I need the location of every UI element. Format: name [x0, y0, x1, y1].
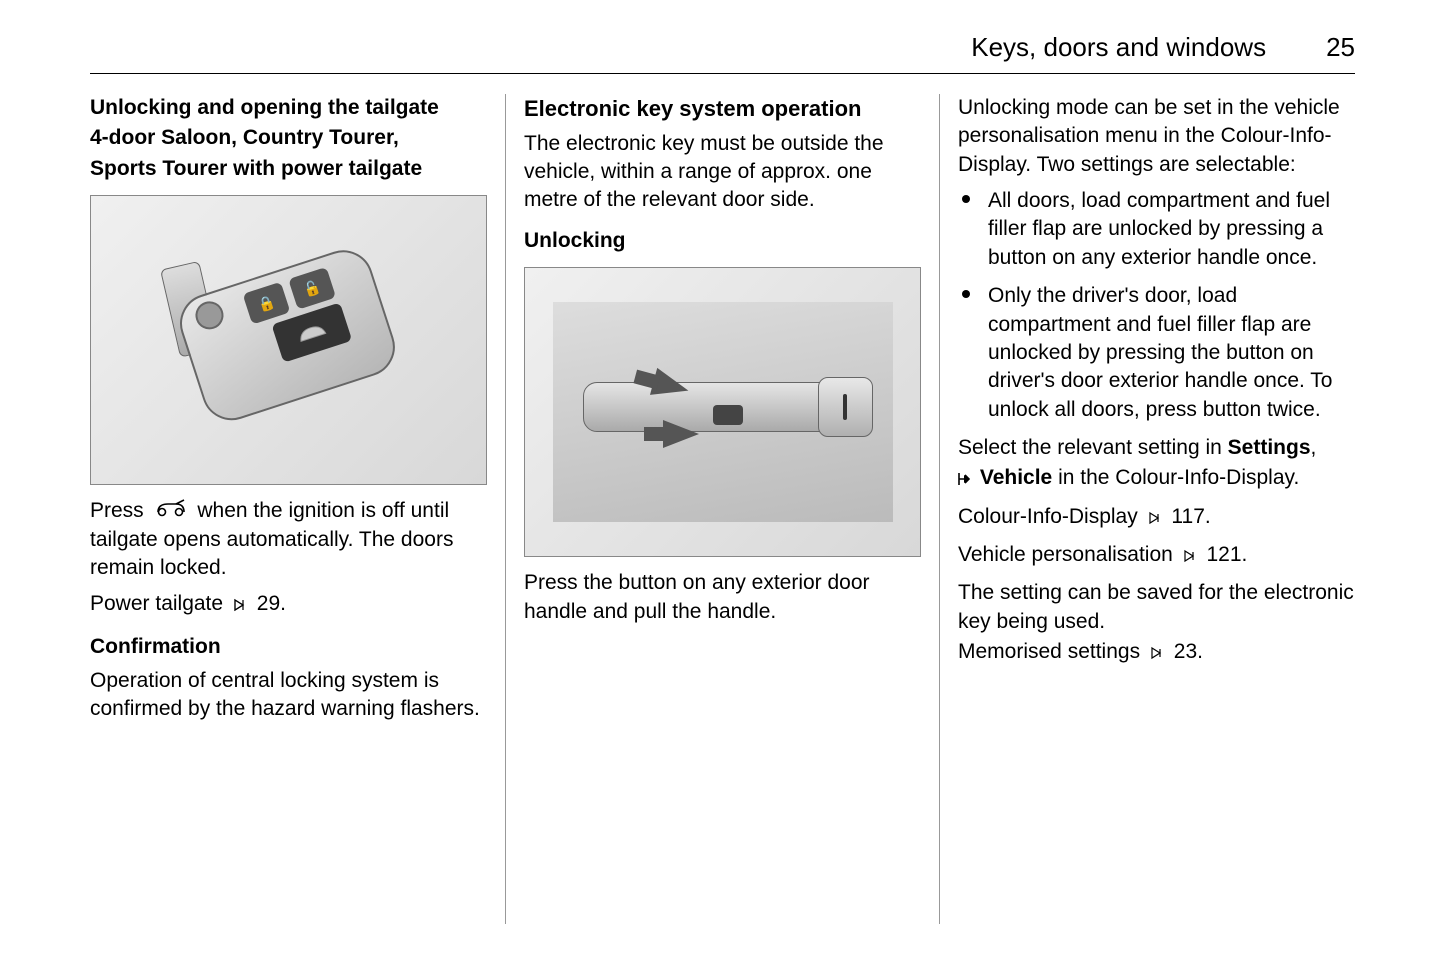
figure-door-handle: [524, 267, 921, 557]
column-1: Unlocking and opening the tailgate 4-doo…: [90, 94, 505, 924]
page-header: Keys, doors and windows 25: [90, 30, 1355, 74]
figure-key-fob: 🔒 🔓: [90, 195, 487, 485]
col3-p2: Select the relevant setting in Settings,: [958, 434, 1355, 462]
col2-h2: Unlocking: [524, 227, 921, 255]
col2-p1: The electronic key must be outside the v…: [524, 130, 921, 215]
page-ref-icon: [1183, 543, 1197, 571]
chapter-title: Keys, doors and windows: [971, 30, 1266, 65]
page-number: 25: [1326, 30, 1355, 65]
col1-p2: Power tailgate 29.: [90, 590, 487, 620]
col3-p1: Unlocking mode can be set in the vehicle…: [958, 94, 1355, 179]
col1-p1a: Press: [90, 499, 144, 522]
page-ref-icon: [1150, 640, 1164, 668]
col3-p5: Vehicle personalisation 121.: [958, 541, 1355, 571]
page-ref-icon: [233, 592, 247, 620]
vehicle-label: Vehicle: [980, 466, 1052, 489]
col1-heading-line3: Sports Tourer with power tailgate: [90, 155, 487, 183]
key-fob-illustration: 🔒 🔓: [143, 208, 433, 472]
col3-p3: Vehicle in the Colour-Info-Display.: [958, 464, 1355, 494]
column-2: Electronic key system operation The elec…: [506, 94, 939, 924]
col3-p6c: 23.: [1174, 640, 1203, 663]
col1-p1b: when the ignition is off until tailgate …: [90, 499, 453, 579]
col3-p6a: The setting can be saved for the electro…: [958, 579, 1355, 636]
list-item: Only the driver's door, load compartment…: [988, 282, 1355, 424]
door-handle-illustration: [553, 302, 893, 522]
page-ref-icon: [1148, 505, 1162, 533]
settings-label: Settings: [1228, 436, 1311, 459]
col2-p2: Press the button on any exterior door ha…: [524, 569, 921, 626]
col3-p4: Colour-Info-Display 117.: [958, 503, 1355, 533]
col1-p1: Press when the ignition is off until tai…: [90, 497, 487, 582]
col3-p3b: in the Colour-Info-Display.: [1058, 466, 1299, 489]
list-item: All doors, load compartment and fuel fil…: [988, 187, 1355, 272]
col1-p2b: 29.: [257, 592, 286, 615]
col3-p2c: ,: [1311, 436, 1317, 459]
col1-p3: Operation of central locking system is c…: [90, 667, 487, 724]
col2-h1: Electronic key system operation: [524, 94, 921, 124]
column-3: Unlocking mode can be set in the vehicle…: [940, 94, 1355, 924]
columns-container: Unlocking and opening the tailgate 4-doo…: [90, 94, 1355, 924]
col1-heading-line1: Unlocking and opening the tailgate: [90, 94, 487, 122]
col3-p5b: 121.: [1207, 543, 1248, 566]
col1-heading-line2: 4-door Saloon, Country Tourer,: [90, 124, 487, 152]
col3-p4b: 117.: [1171, 505, 1210, 528]
col1-h2: Confirmation: [90, 633, 487, 661]
col3-p2a: Select the relevant setting in: [958, 436, 1222, 459]
col3-p6b: Memorised settings: [958, 640, 1140, 663]
arrow-icon: [663, 420, 699, 448]
trunk-open-icon: [154, 497, 188, 525]
col3-p5a: Vehicle personalisation: [958, 543, 1173, 566]
menu-arrow-icon: [958, 466, 970, 494]
col3-p6: Memorised settings 23.: [958, 638, 1355, 668]
col1-p2a: Power tailgate: [90, 592, 223, 615]
col3-bullet-list: All doors, load compartment and fuel fil…: [958, 187, 1355, 424]
col3-p4a: Colour-Info-Display: [958, 505, 1138, 528]
